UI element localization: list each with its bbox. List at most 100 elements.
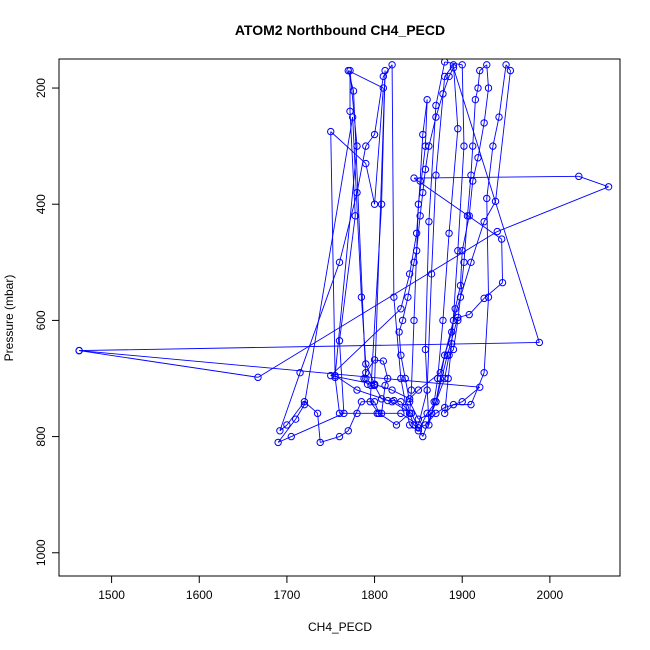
data-point <box>366 398 374 406</box>
data-point <box>432 113 440 121</box>
data-point <box>414 421 423 429</box>
series-line-segment <box>414 175 579 179</box>
series-line-segment <box>444 404 454 414</box>
data-point <box>414 415 423 423</box>
series-line-segment <box>356 146 367 193</box>
data-point <box>474 84 482 92</box>
series-line-segment <box>339 430 349 437</box>
data-point <box>480 119 488 127</box>
plot-frame <box>58 58 621 577</box>
data-point <box>449 400 458 409</box>
data-point <box>456 293 465 301</box>
series-line-segment <box>454 285 461 309</box>
series-line-segment <box>495 70 511 202</box>
series-line-segment <box>578 175 609 188</box>
data-point <box>432 101 440 110</box>
y-tick-label: 200 <box>34 78 48 98</box>
data-point <box>419 188 427 197</box>
data-point <box>370 130 379 139</box>
data-point <box>348 113 357 121</box>
series-line-segment <box>460 250 463 286</box>
data-point <box>458 61 466 69</box>
data-point <box>377 395 386 403</box>
data-point <box>480 217 488 226</box>
series-line-segment <box>365 359 375 373</box>
series-line-segment <box>453 262 472 321</box>
series-line-segment <box>435 378 446 402</box>
series-line-segment <box>457 314 470 318</box>
data-point <box>467 400 475 409</box>
data-point <box>340 409 348 418</box>
data-point <box>388 61 396 69</box>
data-point <box>405 395 414 403</box>
data-point <box>283 421 291 429</box>
y-axis: 200 400 600 800 1000 <box>34 78 59 566</box>
data-point <box>502 61 510 69</box>
series-line-segment <box>400 273 411 309</box>
series-line-segment <box>353 90 367 379</box>
data-point <box>440 351 449 359</box>
data-point <box>476 383 484 391</box>
series-line-segment <box>431 175 437 274</box>
series-line-segment <box>453 67 540 343</box>
data-point <box>346 107 354 115</box>
series-line-segment <box>439 355 446 379</box>
data-point <box>392 421 401 429</box>
data-point <box>604 183 613 191</box>
series-line-segment <box>330 131 367 164</box>
data-point <box>254 373 262 382</box>
series-line-segment <box>303 117 354 405</box>
data-point <box>471 95 480 104</box>
series-line-segment <box>393 297 402 379</box>
data-point <box>440 374 449 383</box>
data-point <box>460 142 468 150</box>
series-line-segment <box>486 64 489 89</box>
data-point <box>449 316 458 325</box>
data-point <box>335 432 344 441</box>
series-line-segment <box>400 355 406 379</box>
data-point <box>353 142 361 150</box>
data-point <box>454 125 462 133</box>
data-point <box>405 270 414 278</box>
data-point <box>495 113 503 121</box>
data-point <box>274 438 282 447</box>
series-line-segment <box>486 146 494 199</box>
series-line-segment <box>374 359 384 362</box>
data-point <box>405 398 414 406</box>
data-point <box>416 212 424 220</box>
series-line-segment <box>435 61 446 106</box>
data-point <box>395 328 403 336</box>
data-point <box>357 293 366 301</box>
data-point <box>427 270 436 278</box>
series-line-segment <box>299 262 340 373</box>
data-point <box>401 403 409 412</box>
data-point <box>351 212 359 220</box>
data-point <box>300 398 309 406</box>
series-line-segment <box>407 262 415 298</box>
series-line-segment <box>424 99 428 147</box>
data-point <box>388 386 396 394</box>
series-line-segment <box>437 320 444 379</box>
data-point <box>449 64 458 72</box>
data-point <box>432 409 440 418</box>
series-line-segment <box>413 204 419 321</box>
data-point <box>410 258 418 267</box>
series-line-segment <box>410 320 415 391</box>
series-line-segment <box>463 215 468 263</box>
data-point <box>419 432 427 441</box>
series-line-segment <box>419 134 424 182</box>
data-point <box>407 386 416 394</box>
series-line-segment <box>479 64 488 71</box>
data-point <box>370 356 379 364</box>
data-point <box>381 381 389 390</box>
data-point <box>460 258 468 267</box>
data-point <box>410 316 418 325</box>
series-line-segment <box>391 64 395 298</box>
data-point <box>483 61 491 69</box>
data-point <box>458 246 466 255</box>
data-point <box>370 398 379 406</box>
series-line-segment <box>431 401 437 414</box>
series-line-segment <box>448 128 459 234</box>
